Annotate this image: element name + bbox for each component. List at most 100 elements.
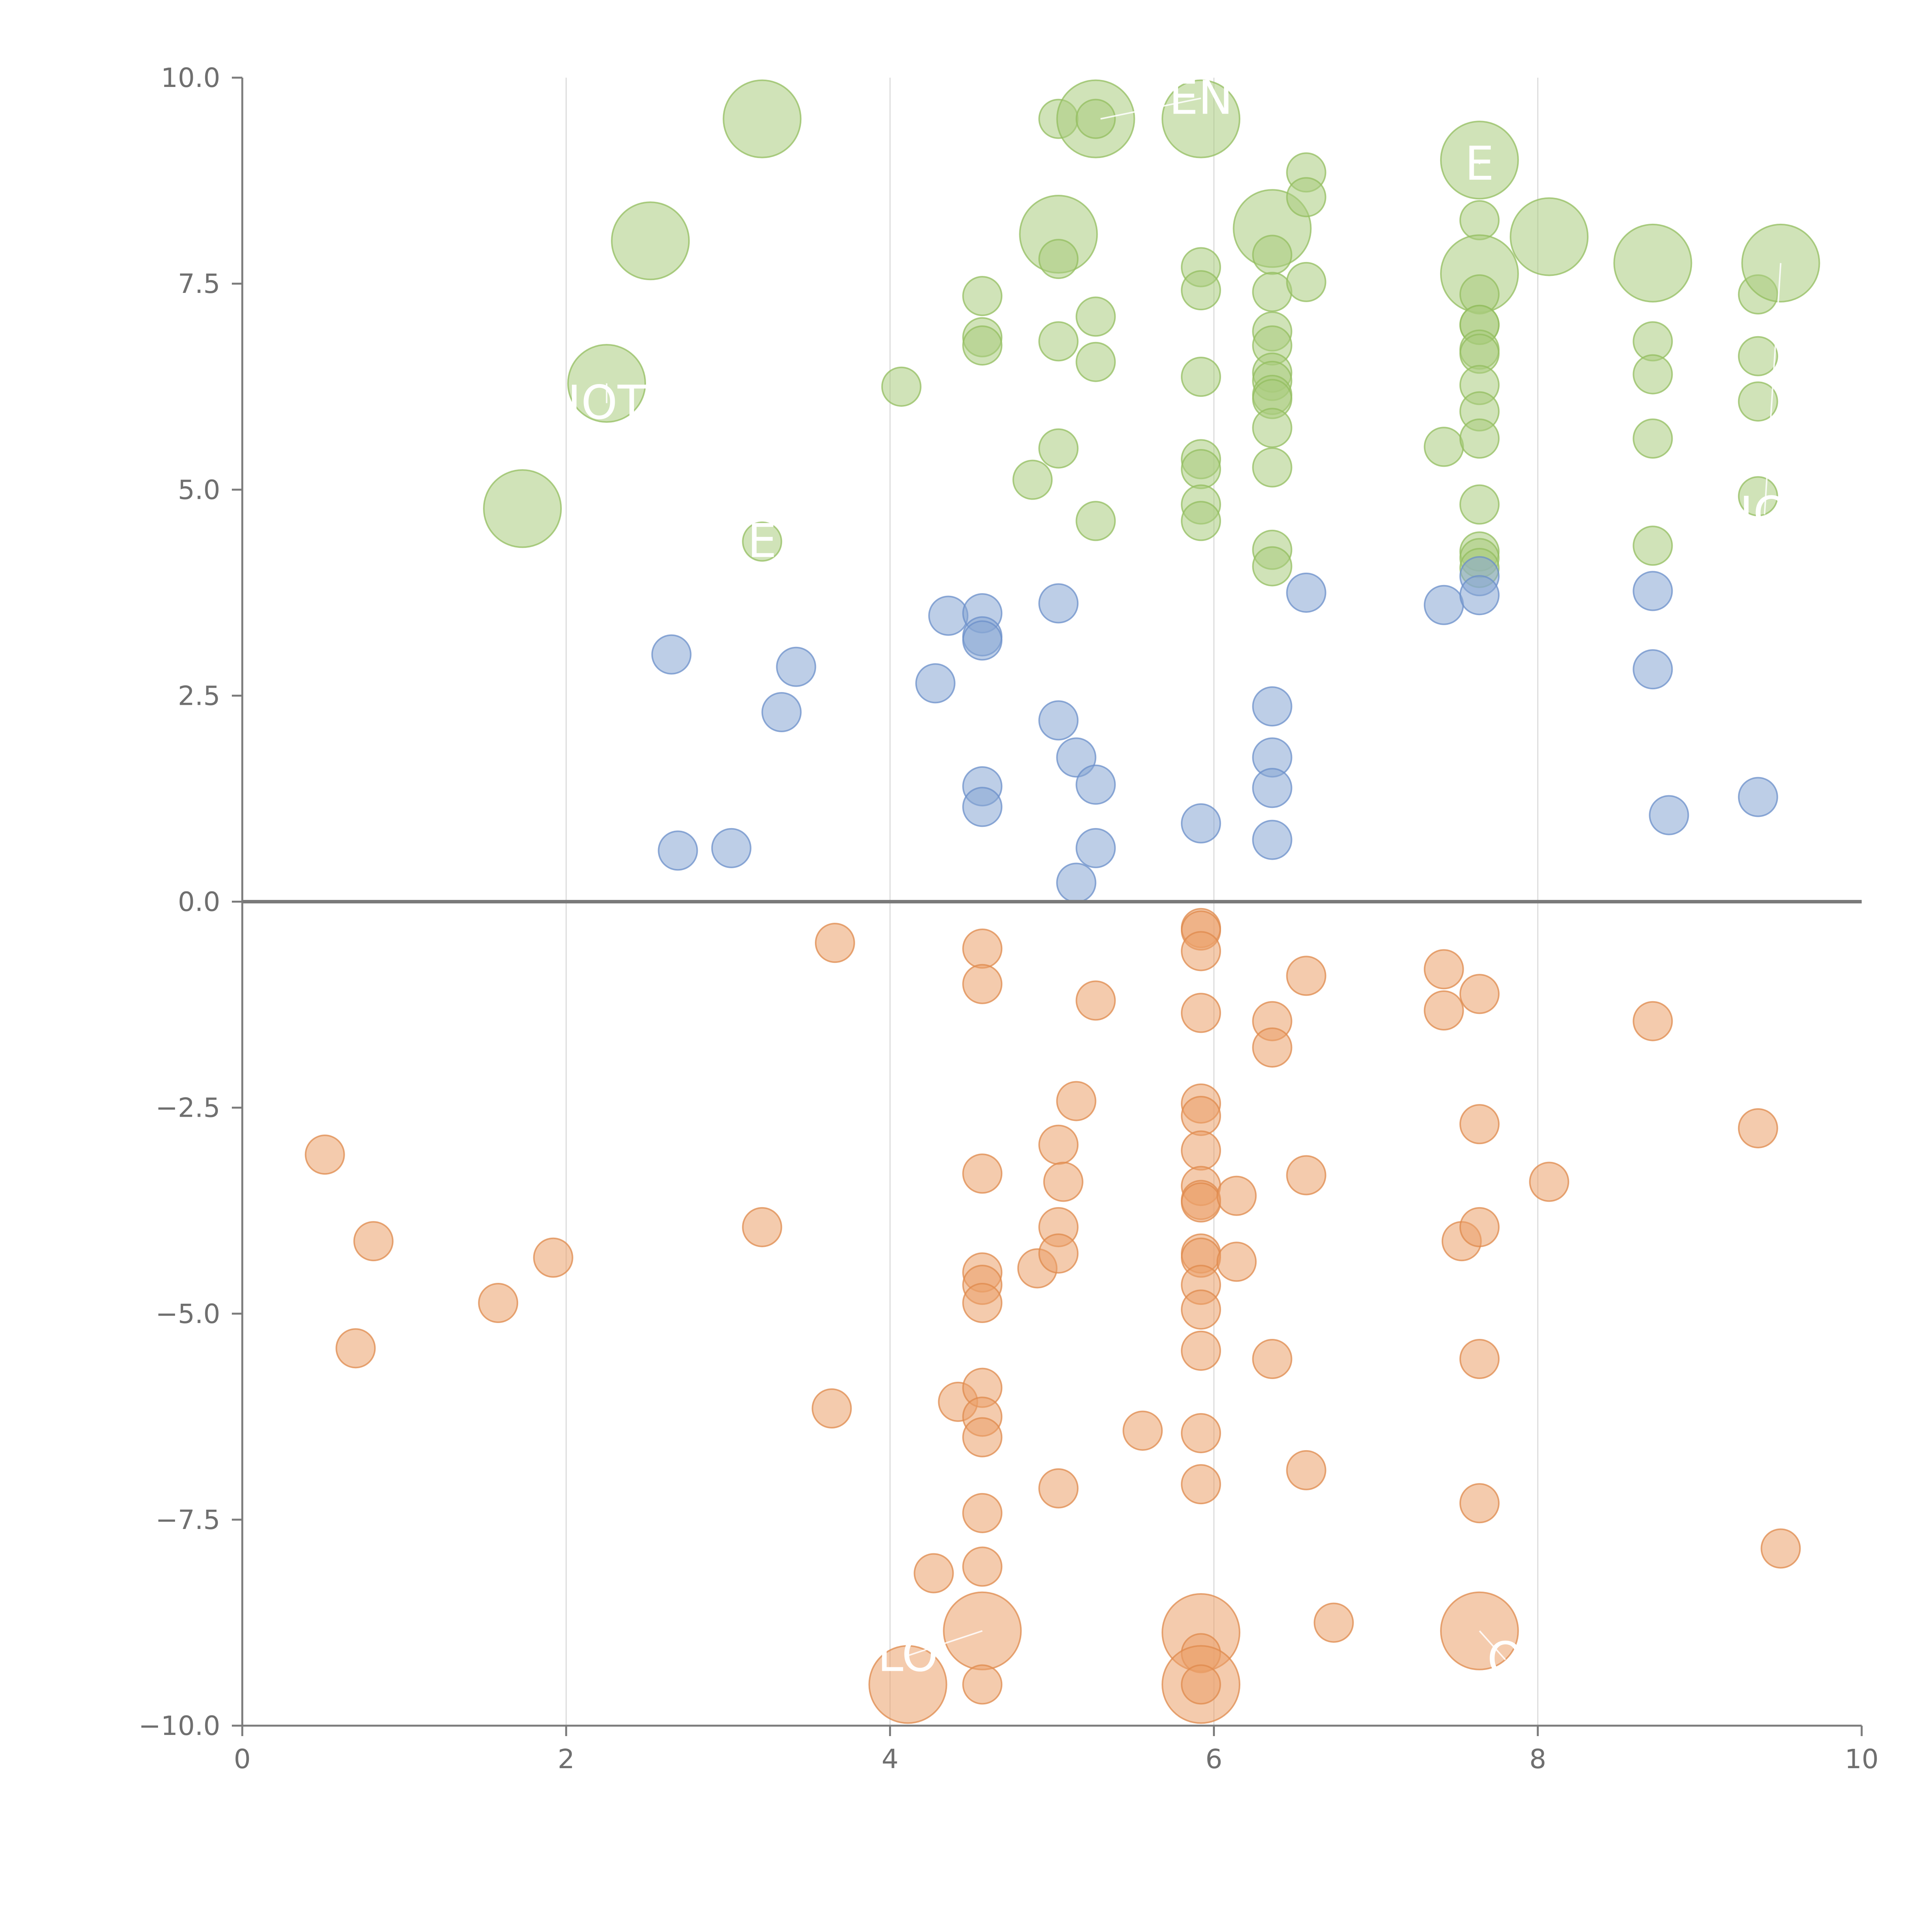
point-green-29	[1252, 235, 1293, 275]
point-green-8	[962, 325, 1003, 366]
point-orange-36	[1181, 993, 1221, 1033]
point-green-17	[1075, 296, 1116, 337]
point-orange-62	[1313, 1602, 1354, 1643]
point-blue-26	[1459, 575, 1500, 616]
point-blue-5	[915, 663, 956, 704]
y-tick-label-7.5: 7.5	[178, 269, 220, 299]
point-orange-58	[1252, 1339, 1293, 1379]
point-blue-23	[1286, 572, 1327, 613]
point-green-3	[723, 79, 802, 158]
point-green-22	[1181, 270, 1221, 311]
point-blue-30	[1738, 777, 1778, 817]
point-orange-19	[962, 1417, 1003, 1458]
annotation-leader-4	[907, 1630, 983, 1656]
y-tick-label--5: −5.0	[155, 1299, 220, 1330]
point-green-67	[1738, 336, 1778, 376]
point-orange-39	[1181, 1130, 1221, 1171]
point-green-5	[881, 366, 922, 407]
point-green-0	[483, 469, 562, 548]
point-green-44	[1423, 427, 1464, 467]
point-green-27	[1181, 501, 1221, 541]
point-green-43	[1286, 262, 1327, 302]
point-orange-55	[1216, 1242, 1257, 1282]
point-orange-27	[1038, 1233, 1079, 1274]
point-green-25	[1181, 449, 1221, 489]
point-orange-69	[1459, 1339, 1500, 1379]
point-orange-4	[533, 1237, 573, 1278]
point-green-14	[1038, 428, 1079, 469]
y-tick-label-2.5: 2.5	[178, 680, 220, 711]
point-orange-66	[1459, 974, 1500, 1014]
data-points	[304, 79, 1820, 1724]
point-green-64	[1633, 418, 1673, 459]
point-orange-6	[811, 1388, 852, 1429]
point-orange-68	[1459, 1207, 1500, 1247]
y-tick-label-5: 5.0	[178, 474, 220, 505]
point-orange-11	[962, 929, 1003, 969]
point-green-2	[611, 201, 690, 281]
y-tick-label--2.5: −2.5	[155, 1093, 220, 1124]
point-orange-30	[1056, 1081, 1097, 1121]
point-blue-24	[1423, 585, 1464, 625]
point-orange-49	[1181, 1464, 1221, 1505]
point-blue-17	[1075, 828, 1116, 868]
point-orange-23	[962, 1664, 1003, 1705]
point-green-30	[1252, 272, 1293, 312]
point-blue-0	[651, 634, 692, 675]
point-orange-35	[1181, 931, 1221, 971]
point-green-40	[1252, 546, 1293, 587]
point-orange-7	[815, 923, 855, 963]
x-tick-label-0: 0	[234, 1744, 251, 1775]
point-orange-8	[868, 1645, 947, 1724]
point-blue-22	[1252, 820, 1293, 860]
point-green-16	[1075, 99, 1116, 139]
point-green-61	[1613, 223, 1692, 303]
point-blue-15	[1056, 862, 1097, 903]
point-blue-2	[711, 828, 752, 868]
y-tick-label-10: 10.0	[161, 63, 220, 94]
point-green-4	[742, 521, 782, 562]
point-orange-75	[1760, 1528, 1801, 1569]
point-green-18	[1075, 342, 1116, 382]
point-orange-31	[1075, 980, 1116, 1021]
point-orange-60	[1286, 1155, 1327, 1196]
point-green-20	[1162, 79, 1241, 158]
point-blue-12	[1038, 583, 1079, 624]
point-orange-20	[962, 1493, 1003, 1533]
annotation-label-0: EN	[1169, 71, 1233, 125]
annotation-label-3: E	[747, 515, 777, 568]
point-orange-25	[1038, 1124, 1079, 1165]
point-green-23	[1181, 357, 1221, 397]
point-orange-63	[1423, 949, 1464, 990]
annotation-leader-6	[1764, 263, 1782, 515]
point-orange-53	[1181, 1664, 1221, 1705]
axes: 0 2 4 6 8 10 −10.0 −7.5 −5.0 −2.5 0.0 2.5 5.0 7.5 10.0	[139, 63, 1879, 1775]
point-green-46	[1459, 200, 1500, 240]
point-blue-6	[928, 595, 969, 636]
point-orange-13	[962, 1153, 1003, 1194]
point-green-68	[1738, 381, 1778, 422]
point-blue-19	[1252, 686, 1293, 727]
point-blue-29	[1649, 795, 1689, 835]
point-blue-21	[1252, 768, 1293, 808]
point-blue-9	[962, 620, 1003, 661]
annotation-label-6: IO	[1740, 487, 1790, 541]
annotation-leader-5	[1479, 1630, 1506, 1660]
point-green-9	[1012, 459, 1053, 500]
point-green-37	[1252, 408, 1293, 448]
point-orange-9	[913, 1553, 954, 1594]
annotation-label-1: E	[1465, 137, 1494, 191]
point-blue-13	[1038, 700, 1079, 741]
y-tick-label-0: 0.0	[178, 887, 220, 918]
point-orange-38	[1181, 1095, 1221, 1136]
point-orange-21	[962, 1546, 1003, 1587]
point-blue-11	[962, 787, 1003, 827]
point-green-69	[1738, 476, 1778, 517]
x-tick-label-4: 4	[881, 1744, 898, 1775]
point-blue-1	[658, 830, 698, 871]
point-orange-74	[1738, 1108, 1778, 1148]
y-tick-label--7.5: −7.5	[155, 1505, 220, 1536]
annotation-label-4: LO	[878, 1629, 938, 1682]
point-blue-27	[1633, 571, 1673, 611]
point-orange-61	[1286, 1450, 1327, 1490]
